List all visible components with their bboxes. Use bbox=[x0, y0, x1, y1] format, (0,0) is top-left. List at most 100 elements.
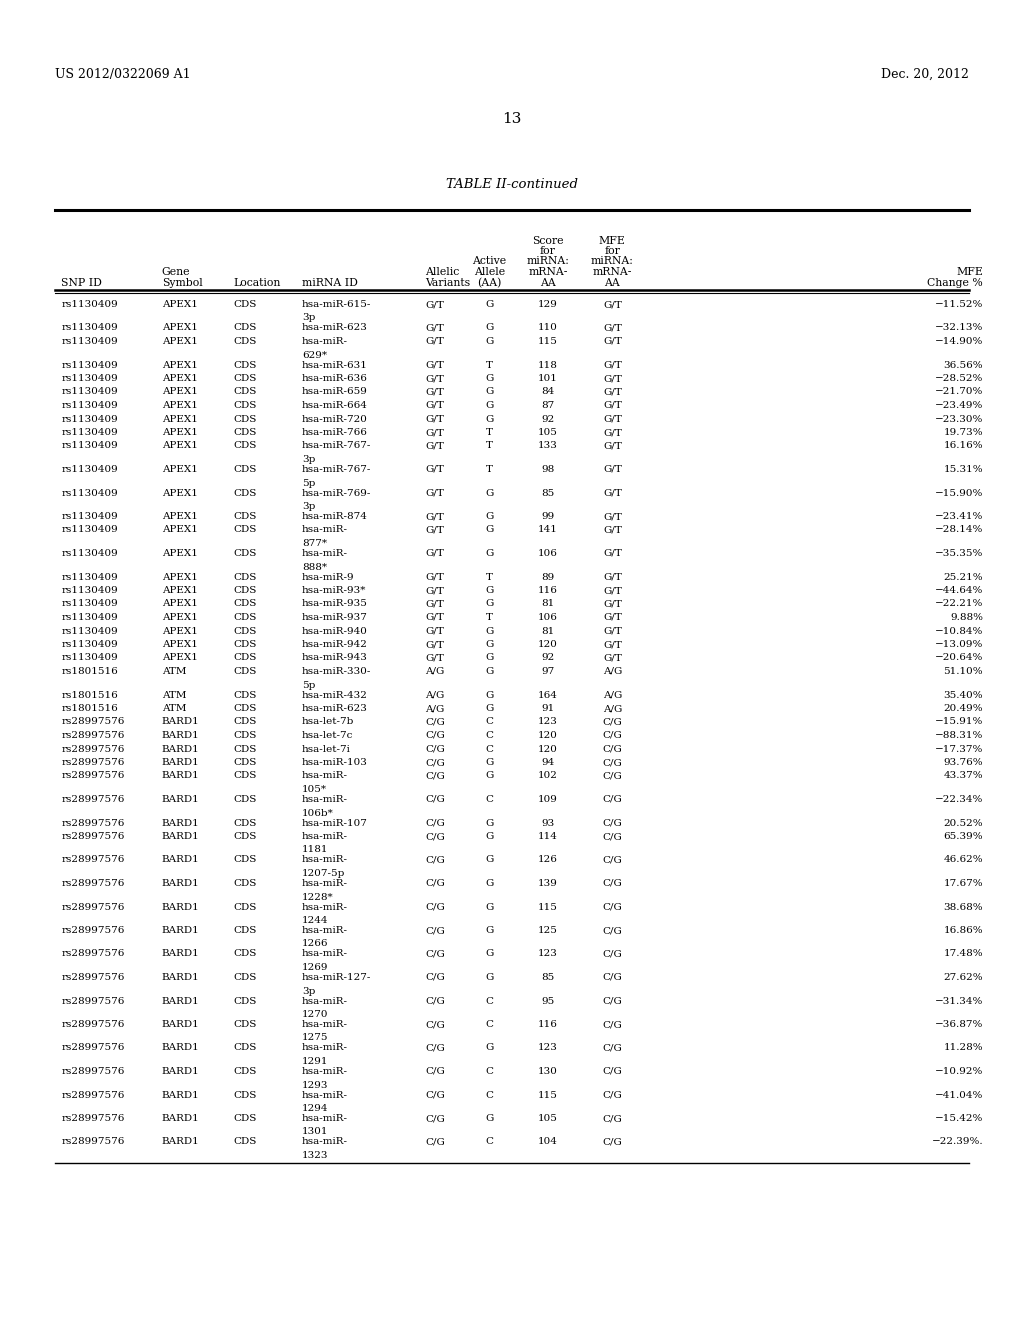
Text: APEX1: APEX1 bbox=[162, 525, 198, 535]
Text: CDS: CDS bbox=[233, 667, 257, 676]
Text: hsa-miR-: hsa-miR- bbox=[302, 855, 348, 865]
Text: hsa-miR-937: hsa-miR-937 bbox=[302, 612, 368, 622]
Text: −10.92%: −10.92% bbox=[935, 1067, 983, 1076]
Text: T: T bbox=[486, 573, 493, 582]
Text: 888*: 888* bbox=[302, 562, 327, 572]
Text: hsa-miR-: hsa-miR- bbox=[302, 903, 348, 912]
Text: CDS: CDS bbox=[233, 300, 257, 309]
Text: Symbol: Symbol bbox=[162, 277, 203, 288]
Text: ATM: ATM bbox=[162, 667, 186, 676]
Text: BARD1: BARD1 bbox=[162, 1090, 200, 1100]
Text: G/T: G/T bbox=[425, 549, 443, 558]
Text: C/G: C/G bbox=[425, 1020, 444, 1030]
Text: 99: 99 bbox=[542, 512, 554, 521]
Text: CDS: CDS bbox=[233, 1138, 257, 1147]
Text: rs28997576: rs28997576 bbox=[61, 731, 125, 741]
Text: G: G bbox=[485, 758, 494, 767]
Text: rs28997576: rs28997576 bbox=[61, 1044, 125, 1052]
Text: C: C bbox=[485, 795, 494, 804]
Text: CDS: CDS bbox=[233, 388, 257, 396]
Text: G: G bbox=[485, 388, 494, 396]
Text: G/T: G/T bbox=[425, 599, 443, 609]
Text: C/G: C/G bbox=[602, 1138, 623, 1147]
Text: −44.64%: −44.64% bbox=[935, 586, 983, 595]
Text: T: T bbox=[486, 360, 493, 370]
Text: G/T: G/T bbox=[603, 441, 622, 450]
Text: APEX1: APEX1 bbox=[162, 360, 198, 370]
Text: C: C bbox=[485, 744, 494, 754]
Text: hsa-miR-: hsa-miR- bbox=[302, 879, 348, 888]
Text: −15.42%: −15.42% bbox=[935, 1114, 983, 1123]
Text: 11.28%: 11.28% bbox=[943, 1044, 983, 1052]
Text: 141: 141 bbox=[538, 525, 558, 535]
Text: 1294: 1294 bbox=[302, 1104, 329, 1113]
Text: C/G: C/G bbox=[602, 855, 623, 865]
Text: APEX1: APEX1 bbox=[162, 488, 198, 498]
Text: rs1801516: rs1801516 bbox=[61, 690, 118, 700]
Text: rs28997576: rs28997576 bbox=[61, 949, 125, 958]
Text: hsa-miR-9: hsa-miR-9 bbox=[302, 573, 354, 582]
Text: CDS: CDS bbox=[233, 586, 257, 595]
Text: G/T: G/T bbox=[425, 374, 443, 383]
Text: APEX1: APEX1 bbox=[162, 323, 198, 333]
Text: 85: 85 bbox=[542, 973, 554, 982]
Text: 115: 115 bbox=[538, 903, 558, 912]
Text: −23.30%: −23.30% bbox=[935, 414, 983, 424]
Text: A/G: A/G bbox=[603, 704, 622, 713]
Text: G: G bbox=[485, 704, 494, 713]
Text: rs1130409: rs1130409 bbox=[61, 627, 118, 635]
Text: 109: 109 bbox=[538, 795, 558, 804]
Text: APEX1: APEX1 bbox=[162, 374, 198, 383]
Text: rs1130409: rs1130409 bbox=[61, 428, 118, 437]
Text: G: G bbox=[485, 879, 494, 888]
Text: Gene: Gene bbox=[162, 267, 190, 277]
Text: miRNA ID: miRNA ID bbox=[302, 277, 358, 288]
Text: hsa-miR-766: hsa-miR-766 bbox=[302, 428, 368, 437]
Text: BARD1: BARD1 bbox=[162, 1044, 200, 1052]
Text: C/G: C/G bbox=[425, 818, 444, 828]
Text: CDS: CDS bbox=[233, 997, 257, 1006]
Text: CDS: CDS bbox=[233, 573, 257, 582]
Text: APEX1: APEX1 bbox=[162, 612, 198, 622]
Text: 105: 105 bbox=[538, 1114, 558, 1123]
Text: −28.14%: −28.14% bbox=[935, 525, 983, 535]
Text: T: T bbox=[486, 441, 493, 450]
Text: C/G: C/G bbox=[425, 879, 444, 888]
Text: hsa-miR-: hsa-miR- bbox=[302, 1090, 348, 1100]
Text: rs28997576: rs28997576 bbox=[61, 855, 125, 865]
Text: hsa-miR-: hsa-miR- bbox=[302, 771, 348, 780]
Text: hsa-miR-: hsa-miR- bbox=[302, 525, 348, 535]
Text: A/G: A/G bbox=[425, 667, 444, 676]
Text: G/T: G/T bbox=[425, 428, 443, 437]
Text: 81: 81 bbox=[542, 599, 554, 609]
Text: C/G: C/G bbox=[425, 744, 444, 754]
Text: CDS: CDS bbox=[233, 612, 257, 622]
Text: G/T: G/T bbox=[425, 488, 443, 498]
Text: G: G bbox=[485, 599, 494, 609]
Text: C/G: C/G bbox=[602, 949, 623, 958]
Text: hsa-miR-769-: hsa-miR-769- bbox=[302, 488, 372, 498]
Text: C: C bbox=[485, 718, 494, 726]
Text: C/G: C/G bbox=[602, 1020, 623, 1030]
Text: BARD1: BARD1 bbox=[162, 1067, 200, 1076]
Text: rs1130409: rs1130409 bbox=[61, 374, 118, 383]
Text: rs28997576: rs28997576 bbox=[61, 1138, 125, 1147]
Text: CDS: CDS bbox=[233, 374, 257, 383]
Text: hsa-miR-330-: hsa-miR-330- bbox=[302, 667, 372, 676]
Text: G/T: G/T bbox=[603, 612, 622, 622]
Text: G/T: G/T bbox=[425, 512, 443, 521]
Text: AA: AA bbox=[604, 277, 621, 288]
Text: CDS: CDS bbox=[233, 441, 257, 450]
Text: hsa-miR-93*: hsa-miR-93* bbox=[302, 586, 367, 595]
Text: 3p: 3p bbox=[302, 455, 315, 465]
Text: CDS: CDS bbox=[233, 690, 257, 700]
Text: Variants: Variants bbox=[425, 277, 470, 288]
Text: C/G: C/G bbox=[602, 1114, 623, 1123]
Text: hsa-miR-623: hsa-miR-623 bbox=[302, 323, 368, 333]
Text: hsa-miR-664: hsa-miR-664 bbox=[302, 401, 368, 411]
Text: hsa-miR-: hsa-miR- bbox=[302, 832, 348, 841]
Text: hsa-miR-107: hsa-miR-107 bbox=[302, 818, 368, 828]
Text: 92: 92 bbox=[542, 653, 554, 663]
Text: 133: 133 bbox=[538, 441, 558, 450]
Text: 118: 118 bbox=[538, 360, 558, 370]
